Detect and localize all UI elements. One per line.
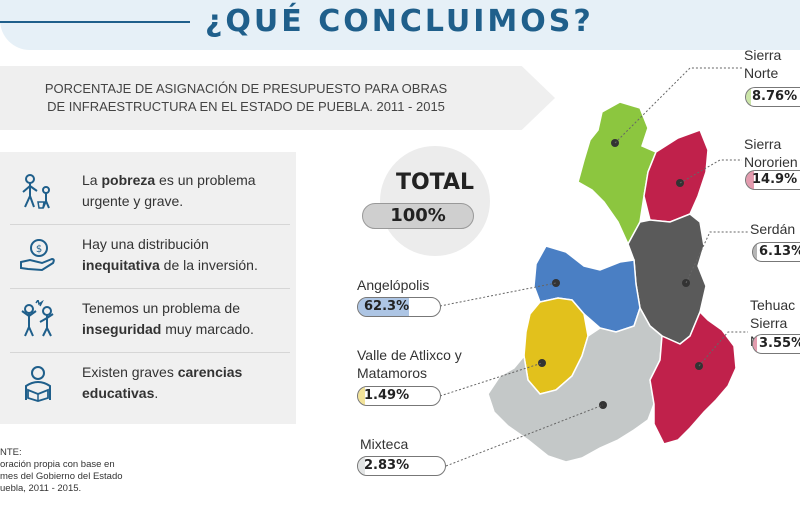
label-angelopolis: Angelópolis: [357, 277, 430, 293]
conclusions-panel: La pobreza es un problema urgente y grav…: [0, 152, 296, 424]
value-tehuacan: 3.55%: [752, 334, 800, 354]
leader-tehuacan: [698, 331, 748, 367]
svg-text:$: $: [36, 244, 42, 255]
divider: [10, 288, 290, 289]
value-mixteca: 2.83%: [357, 456, 446, 476]
region-mixteca: [487, 306, 663, 463]
value-sierra-norte: 8.76%: [745, 87, 800, 107]
subtitle-line-1: PORCENTAJE DE ASIGNACIÓN DE PRESUPUESTO …: [44, 81, 448, 96]
label-mixteca: Mixteca: [360, 436, 409, 452]
chart-subtitle: PORCENTAJE DE ASIGNACIÓN DE PRESUPUESTO …: [36, 80, 456, 116]
divider: [10, 352, 290, 353]
fill-mixteca: [358, 457, 365, 475]
leader-serdan: [685, 231, 748, 284]
fill-angelopolis: [358, 298, 410, 316]
label-serdan: Serdán: [750, 221, 796, 237]
value-atlixco: 1.49%: [357, 386, 441, 406]
conclusion-text: La pobreza es un problema urgente y grav…: [82, 172, 256, 209]
fill-sierra-nororiental: [746, 171, 755, 189]
money-hand-icon: $: [20, 239, 55, 272]
leader-mixteca: [445, 404, 604, 467]
poverty-icon: [22, 174, 50, 209]
source-note: NTE: oración propia con base en mes del …: [0, 447, 160, 495]
conclusion-item: Existen graves carencias educativas.: [0, 352, 296, 412]
leader-sierra-norte: [614, 67, 742, 144]
source-line: oración propia con base en: [0, 459, 115, 470]
label-sierra-norte: Sierra Norte: [744, 47, 782, 81]
insecurity-icon: [21, 300, 54, 337]
marker-angelopolis: [552, 279, 560, 287]
source-line: NTE:: [0, 447, 22, 458]
fill-tehuacan: [753, 335, 757, 353]
fill-serdan: [753, 243, 757, 261]
label-atlixco: Valle de Atlixco y Matamoros: [357, 347, 462, 381]
leader-sierra-nororiental: [679, 159, 742, 184]
divider: [10, 224, 290, 225]
page-title: ¿QUÉ CONCLUIMOS?: [205, 4, 594, 39]
conclusion-text: Tenemos un problema de inseguridad muy m…: [82, 300, 254, 337]
subtitle-line-2: DE INFRAESTRUCTURA EN EL ESTADO DE PUEBL…: [47, 99, 445, 114]
fill-sierra-norte: [746, 88, 751, 106]
region-tehuacan: [649, 310, 737, 445]
total-circle: [380, 146, 490, 256]
marker-atlixco: [538, 359, 546, 367]
fill-atlixco: [358, 387, 365, 405]
conclusion-item: $ Hay una distribución inequitativa de l…: [0, 224, 296, 284]
subtitle-band: [0, 66, 555, 130]
value-serdan: 6.13%: [752, 242, 800, 262]
source-line: uebla, 2011 - 2015.: [0, 483, 82, 494]
total-value: 100%: [362, 203, 474, 229]
value-sierra-nororiental: 14.9%: [745, 170, 800, 190]
conclusion-text: Existen graves carencias educativas.: [82, 364, 243, 401]
source-line: mes del Gobierno del Estado: [0, 471, 123, 482]
header-rule: [0, 21, 190, 23]
total-label: TOTAL: [395, 170, 475, 195]
conclusion-item: Tenemos un problema de inseguridad muy m…: [0, 288, 296, 348]
conclusion-text: Hay una distribución inequitativa de la …: [82, 236, 258, 273]
conclusion-item: La pobreza es un problema urgente y grav…: [0, 160, 296, 220]
value-angelopolis: 62.3%: [357, 297, 441, 317]
header-band: [0, 0, 800, 50]
region-sierra-nororiental: [643, 129, 709, 223]
leader-atlixco: [439, 362, 543, 397]
label-sierra-nororiental: Sierra Nororien: [744, 136, 798, 170]
education-icon: [25, 366, 51, 402]
